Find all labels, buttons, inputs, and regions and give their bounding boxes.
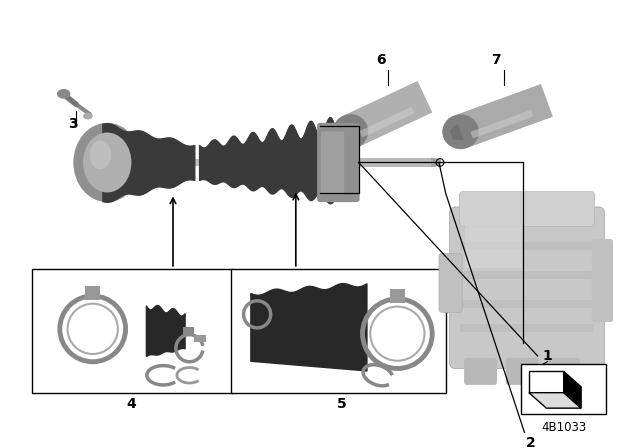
Bar — [460, 271, 594, 279]
Text: 4: 4 — [127, 397, 136, 411]
Bar — [32, 269, 233, 393]
Bar — [460, 242, 594, 250]
Bar — [330, 158, 436, 167]
Bar — [390, 289, 405, 303]
FancyBboxPatch shape — [317, 123, 360, 202]
Polygon shape — [431, 158, 441, 167]
FancyBboxPatch shape — [547, 358, 580, 385]
Bar — [182, 327, 195, 335]
Bar — [460, 300, 594, 308]
Text: 2: 2 — [526, 436, 536, 448]
Polygon shape — [343, 81, 432, 147]
Text: 6: 6 — [376, 53, 386, 67]
Polygon shape — [340, 124, 354, 140]
FancyBboxPatch shape — [439, 254, 462, 312]
Bar — [195, 335, 206, 342]
Ellipse shape — [83, 133, 131, 193]
FancyBboxPatch shape — [460, 191, 595, 226]
Bar — [231, 269, 445, 393]
FancyBboxPatch shape — [465, 225, 522, 268]
FancyBboxPatch shape — [321, 132, 344, 194]
Polygon shape — [529, 393, 581, 408]
Polygon shape — [454, 84, 553, 148]
Polygon shape — [564, 371, 581, 408]
FancyBboxPatch shape — [464, 358, 497, 385]
Text: 5: 5 — [337, 397, 346, 411]
Text: 7: 7 — [492, 53, 501, 67]
Polygon shape — [470, 110, 533, 138]
Text: 1: 1 — [543, 349, 552, 363]
Polygon shape — [450, 124, 463, 140]
FancyBboxPatch shape — [592, 239, 613, 322]
Polygon shape — [360, 107, 415, 138]
Bar — [521, 364, 606, 414]
Bar — [189, 159, 282, 166]
Polygon shape — [529, 371, 564, 393]
Bar — [460, 324, 594, 332]
Text: 3: 3 — [68, 117, 78, 131]
Ellipse shape — [442, 114, 479, 149]
FancyBboxPatch shape — [506, 358, 539, 385]
Ellipse shape — [90, 140, 111, 169]
Text: 4B1033: 4B1033 — [541, 421, 586, 434]
Ellipse shape — [83, 113, 93, 120]
Ellipse shape — [333, 114, 368, 149]
Bar — [85, 286, 100, 300]
FancyBboxPatch shape — [450, 207, 604, 369]
Ellipse shape — [74, 123, 141, 202]
Ellipse shape — [57, 89, 70, 99]
